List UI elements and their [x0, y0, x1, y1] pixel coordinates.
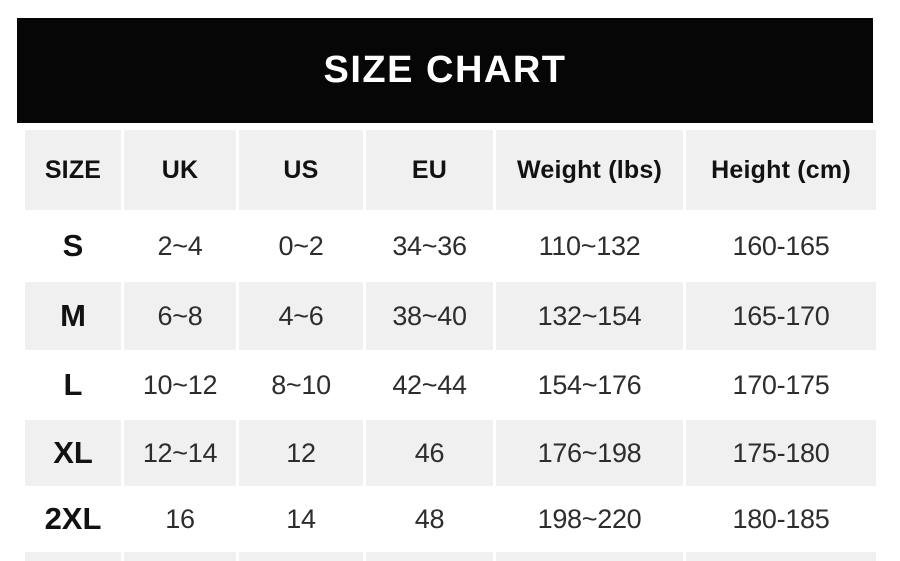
- cell-m-uk: 6~8: [124, 282, 236, 350]
- cell-2xl-uk: 16: [165, 503, 195, 534]
- size-label-s: S: [62, 228, 84, 263]
- column-header-height-cm: Height (cm): [686, 130, 876, 210]
- column-header-size: SIZE: [25, 130, 121, 210]
- cell-2xl-height-cm: 180-185: [732, 503, 830, 534]
- cell-m-eu: 38~40: [366, 282, 493, 350]
- size-label-m: M: [25, 282, 121, 350]
- cell-l-us: 8~10: [271, 369, 331, 400]
- cell-s-weight-lbs: 110~132: [538, 230, 641, 261]
- cell-xl-weight-lbs: 176~198: [496, 420, 683, 486]
- size-chart-title: SIZE CHART: [323, 49, 567, 91]
- partial-next-row-cell: [25, 552, 121, 561]
- column-header-uk: UK: [124, 130, 236, 210]
- partial-next-row-cell: [686, 552, 876, 561]
- size-table: SIZE UK US EU Weight (lbs) Height (cm) S 2~4 0~2…: [25, 130, 876, 561]
- column-header-eu: EU: [366, 130, 493, 210]
- cell-l-weight-lbs: 154~176: [537, 369, 642, 400]
- cell-2xl-eu: 48: [414, 503, 445, 534]
- partial-next-row-cell: [239, 552, 363, 561]
- cell-l-uk: 10~12: [142, 369, 218, 400]
- cell-s-eu: 34~36: [392, 230, 467, 261]
- cell-2xl-weight-lbs: 198~220: [537, 503, 642, 534]
- size-label-l: L: [63, 367, 83, 402]
- cell-m-weight-lbs: 132~154: [496, 282, 683, 350]
- cell-m-us: 4~6: [239, 282, 363, 350]
- cell-l-eu: 42~44: [392, 369, 467, 400]
- partial-next-row-cell: [496, 552, 683, 561]
- cell-xl-height-cm: 175-180: [686, 420, 876, 486]
- cell-xl-us: 12: [239, 420, 363, 486]
- cell-m-height-cm: 165-170: [686, 282, 876, 350]
- partial-next-row-cell: [124, 552, 236, 561]
- partial-next-row-cell: [366, 552, 493, 561]
- cell-l-height-cm: 170-175: [732, 369, 830, 400]
- cell-xl-eu: 46: [366, 420, 493, 486]
- size-label-xl: XL: [25, 420, 121, 486]
- cell-2xl-us: 14: [286, 503, 316, 534]
- cell-s-height-cm: 160-165: [732, 230, 830, 261]
- cell-xl-uk: 12~14: [124, 420, 236, 486]
- size-label-2xl: 2XL: [44, 501, 102, 536]
- column-header-us: US: [239, 130, 363, 210]
- size-chart-banner: SIZE CHART: [17, 18, 873, 123]
- cell-s-uk: 2~4: [157, 230, 203, 261]
- column-header-weight-lbs: Weight (lbs): [496, 130, 683, 210]
- cell-s-us: 0~2: [278, 230, 324, 261]
